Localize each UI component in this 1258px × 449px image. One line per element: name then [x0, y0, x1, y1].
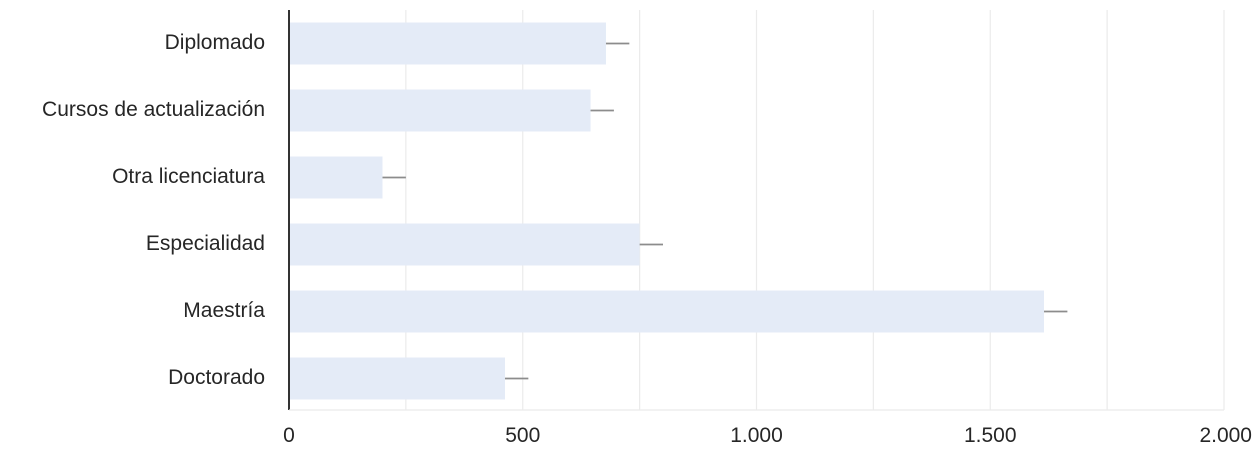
bar	[289, 157, 383, 199]
category-label: Doctorado	[168, 366, 265, 389]
bar	[289, 23, 606, 65]
category-label: Diplomado	[165, 31, 265, 54]
category-label: Maestría	[183, 299, 265, 322]
category-label: Cursos de actualización	[42, 98, 265, 121]
bar	[289, 90, 591, 132]
x-tick-label: 500	[505, 424, 540, 447]
bars	[289, 23, 1044, 400]
bar	[289, 358, 505, 400]
category-labels: Diplomado Cursos de actualización Otra lic…	[42, 31, 265, 389]
grid-lines	[406, 10, 1224, 410]
bar	[289, 291, 1044, 333]
x-tick-label: 0	[283, 424, 295, 447]
category-label: Especialidad	[146, 232, 265, 255]
bar	[289, 224, 640, 266]
category-label: Otra licenciatura	[112, 165, 265, 188]
x-tick-label: 2.000	[1199, 424, 1252, 447]
x-tick-label: 1.000	[730, 424, 783, 447]
x-tick-label: 1.500	[964, 424, 1017, 447]
x-tick-labels: 0 500 1.000 1.500 2.000	[283, 424, 1252, 447]
